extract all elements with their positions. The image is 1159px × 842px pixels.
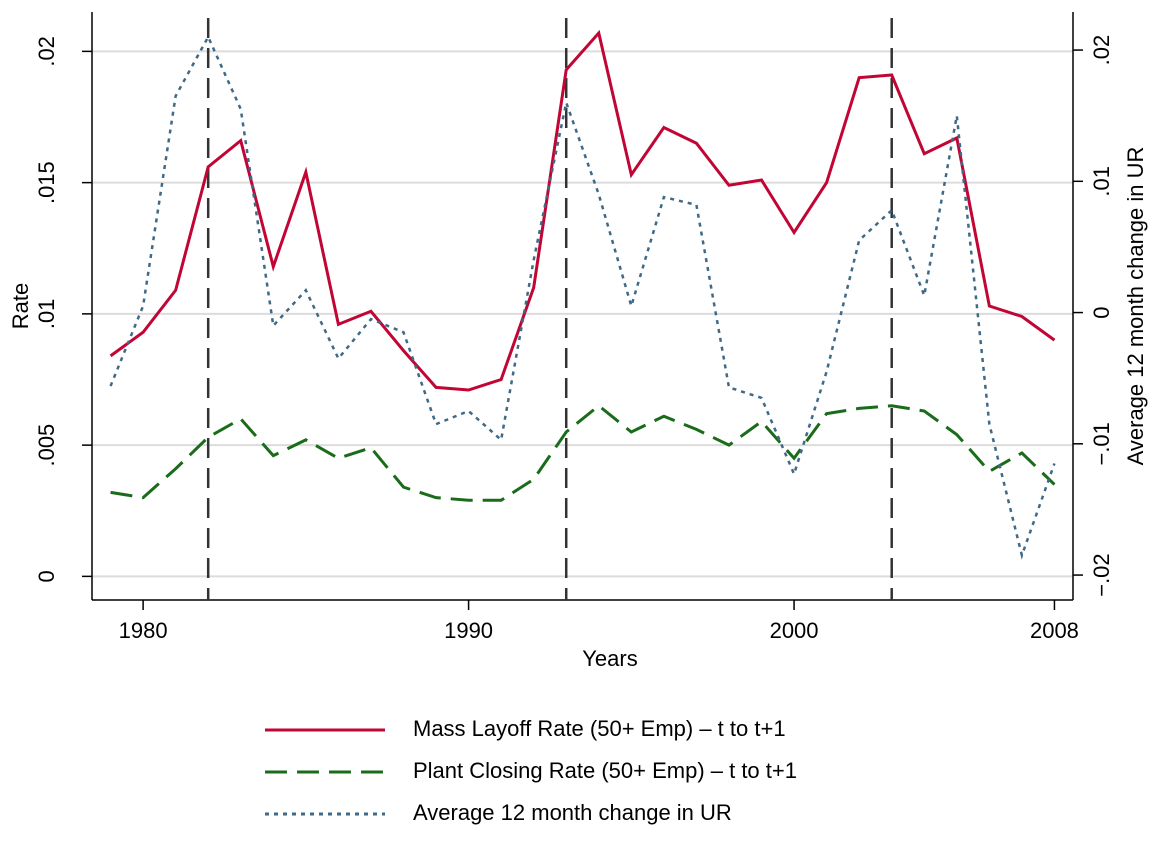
y2-tick-label: .01 (1089, 166, 1114, 197)
y-tick-label: .02 (34, 36, 59, 67)
x-tick-label: 2000 (770, 618, 819, 643)
x-tick-label: 2008 (1030, 618, 1079, 643)
series-line (109, 29, 1056, 392)
y2-tick-label: −.01 (1089, 422, 1114, 465)
x-tick-label: 1980 (119, 618, 168, 643)
y2-tick-label: 0 (1089, 306, 1114, 318)
legend-label: Mass Layoff Rate (50+ Emp) – t to t+1 (413, 716, 786, 741)
y2-axis-label: Average 12 month change in UR (1123, 147, 1148, 466)
series-line (110, 403, 1056, 502)
legend-label: Average 12 month change in UR (413, 800, 732, 825)
y-tick-label: .01 (34, 299, 59, 330)
x-axis-label: Years (582, 646, 637, 671)
y2-tick-label: −.02 (1089, 553, 1114, 596)
y-tick-label: .005 (34, 424, 59, 467)
x-tick-label: 1990 (444, 618, 493, 643)
series-line (109, 34, 1056, 560)
y-tick-label: 0 (34, 570, 59, 582)
y2-tick-label: .02 (1089, 35, 1114, 66)
y-tick-label: .015 (34, 161, 59, 204)
y-axis-label: Rate (8, 283, 33, 329)
legend-label: Plant Closing Rate (50+ Emp) – t to t+1 (413, 758, 797, 783)
